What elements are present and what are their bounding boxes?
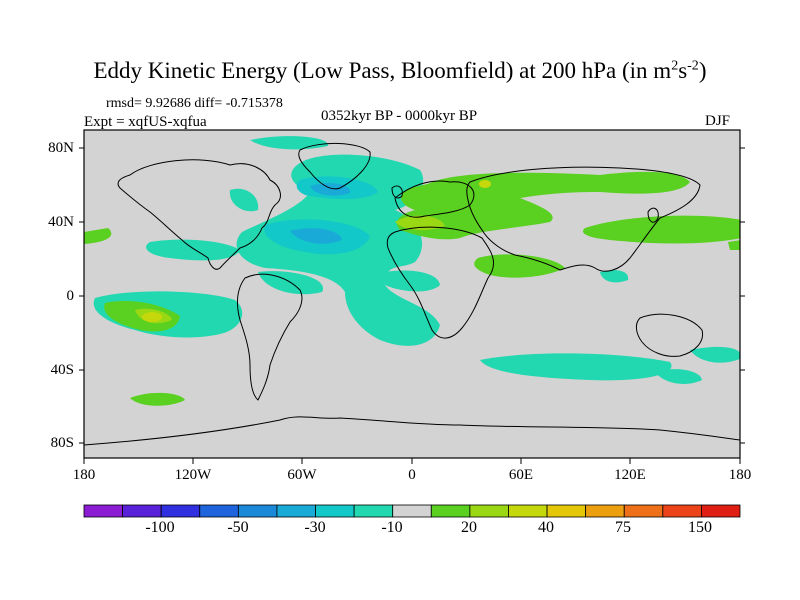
antarctica-coast <box>84 416 740 446</box>
colorbar-label: 40 <box>538 519 554 536</box>
anomaly-max <box>142 312 162 322</box>
colorbar-swatch <box>122 504 162 518</box>
colorbar-swatch <box>701 504 741 518</box>
europe-coast <box>394 180 475 218</box>
colorbar-label: 150 <box>688 519 712 536</box>
coastlines <box>84 142 740 446</box>
colorbar-swatch <box>199 504 239 518</box>
lat-label-eq: 0 <box>66 288 75 304</box>
anomaly-region <box>229 188 259 212</box>
stats-text: rmsd= 9.92686 diff= -0.715378 <box>106 96 283 111</box>
southern-anomaly <box>480 353 672 381</box>
anomaly-region <box>690 346 740 363</box>
lat-label-40n: 40N <box>48 214 74 230</box>
colorbar-swatch <box>662 504 702 518</box>
lon-ticks <box>83 458 741 464</box>
colorbar-swatch <box>585 504 625 518</box>
lon-label-60e: 60E <box>508 467 534 483</box>
lat-label-40s: 40S <box>50 362 74 378</box>
colorbar-label: -10 <box>381 519 403 536</box>
colorbar-swatch <box>469 504 509 518</box>
colorbar-label: 75 <box>615 519 631 536</box>
north-america-coast <box>117 159 281 270</box>
lon-label-120e: 120E <box>614 467 646 483</box>
anomaly-region <box>146 239 240 261</box>
australia-coast <box>635 313 704 357</box>
south-america-coast <box>236 273 303 401</box>
colorbar-swatch <box>508 504 548 518</box>
colorbar-swatch <box>430 504 471 518</box>
anomaly-region <box>474 254 565 278</box>
lat-ticks <box>79 147 745 444</box>
asia-coast <box>466 166 701 272</box>
colorbar-swatch <box>623 504 664 518</box>
anomaly-max <box>479 180 491 188</box>
uk-coast <box>391 185 403 199</box>
lon-label-180w: 180 <box>72 467 96 483</box>
lon-label-0: 0 <box>408 467 416 483</box>
lat-label-80s: 80S <box>50 435 74 451</box>
colorbar-label: -30 <box>304 519 326 536</box>
experiment-label: Expt = xqfUS-xqfua <box>84 114 207 130</box>
anomaly-region <box>385 270 440 292</box>
colorbar-swatch <box>276 504 316 518</box>
africa-coast <box>386 226 494 339</box>
lon-label-180e: 180 <box>728 467 752 483</box>
lon-label-120w: 120W <box>174 467 212 483</box>
colorbar <box>83 504 741 518</box>
colorbar-swatch <box>160 504 201 518</box>
anomaly-region <box>250 136 329 150</box>
pacific-north-anomaly <box>583 215 740 244</box>
colorbar-swatch <box>83 504 123 518</box>
anomaly-region <box>130 392 185 406</box>
eurasia-anomaly <box>396 171 690 240</box>
anomaly-core <box>395 215 445 231</box>
anomaly-region <box>84 228 112 244</box>
colorbar-label: -50 <box>227 519 249 536</box>
anomaly-core <box>290 228 342 244</box>
colorbar-label: -100 <box>145 519 175 536</box>
lon-label-60w: 60W <box>287 467 317 483</box>
colorbar-swatch <box>392 504 432 518</box>
period-label: 0352kyr BP - 0000kyr BP <box>321 108 478 124</box>
colorbar-swatch <box>353 504 394 518</box>
japan-coast <box>647 207 659 223</box>
colorbar-swatch <box>546 504 587 518</box>
chart-title: Eddy Kinetic Energy (Low Pass, Bloomfiel… <box>93 58 707 83</box>
anomaly-field <box>84 136 740 446</box>
anomaly-region <box>600 270 629 283</box>
colorbar-label: 20 <box>461 519 477 536</box>
lat-label-80n: 80N <box>48 140 74 156</box>
colorbar-swatch <box>315 504 355 518</box>
season-label: DJF <box>705 113 731 129</box>
colorbar-swatch <box>237 504 278 518</box>
greenland-coast <box>298 142 371 190</box>
anomaly-region <box>655 369 702 384</box>
anomaly-core <box>310 183 351 196</box>
anomaly-region <box>728 240 740 250</box>
